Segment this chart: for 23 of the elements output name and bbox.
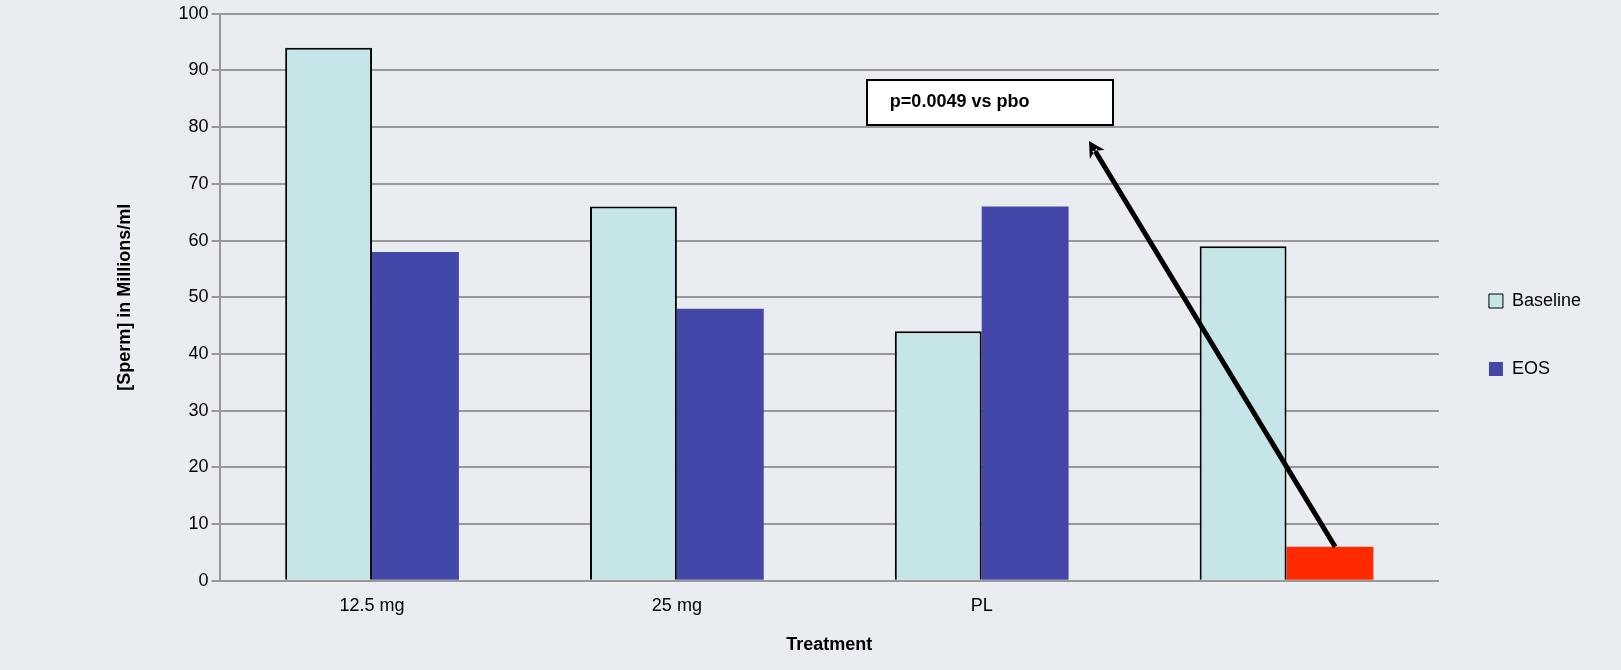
bar <box>676 308 764 580</box>
y-tick-label: 60 <box>188 229 209 250</box>
y-tick-label: 40 <box>188 342 209 363</box>
legend-label: Baseline <box>1511 289 1581 310</box>
x-tick-label: PL <box>970 594 993 615</box>
y-tick-label: 90 <box>188 59 209 80</box>
bar <box>1286 546 1374 580</box>
x-axis-title: Treatment <box>786 634 873 655</box>
text-box: p=0.0049 vs pbo <box>865 79 1114 126</box>
bar <box>981 206 1069 580</box>
y-tick-label: 50 <box>188 286 209 307</box>
x-tick-label: 12.5 mg <box>339 594 405 615</box>
legend-label: EOS <box>1511 357 1550 378</box>
y-tick-label: 0 <box>198 569 209 590</box>
y-axis-title: [Sperm] in Millions/ml <box>113 203 134 391</box>
x-tick-label: 25 mg <box>651 594 702 615</box>
bar <box>372 251 459 580</box>
y-tick-label: 70 <box>188 172 209 193</box>
y-tick-label: 10 <box>188 513 209 534</box>
y-tick-label: 80 <box>188 116 209 137</box>
y-tick-label: 20 <box>188 456 209 477</box>
y-tick-label: 100 <box>178 2 209 23</box>
y-tick-label: 30 <box>188 399 209 420</box>
